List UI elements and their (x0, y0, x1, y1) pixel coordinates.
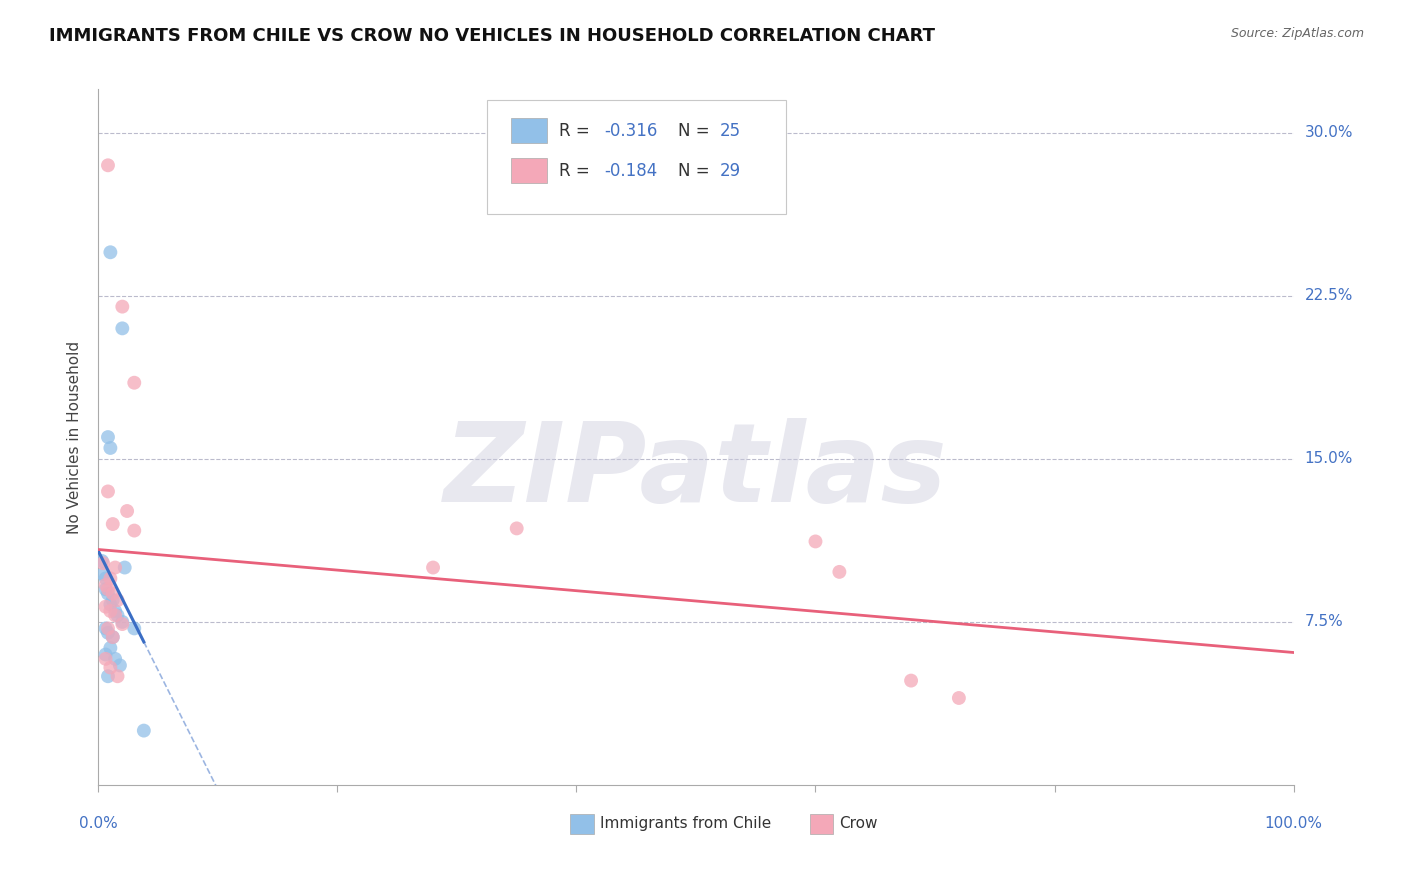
Y-axis label: No Vehicles in Household: No Vehicles in Household (67, 341, 83, 533)
Point (94, 599, 117, 614)
Point (94, 578, 117, 592)
Point (98, 660, 122, 674)
Text: -0.184: -0.184 (605, 161, 657, 179)
Point (98, 245, 122, 260)
Point (97, 587, 120, 601)
Point (91, 567, 114, 582)
Point (97, 484, 120, 499)
Text: N =: N = (678, 161, 714, 179)
FancyBboxPatch shape (486, 100, 786, 214)
Point (97, 669, 120, 683)
Point (124, 376, 146, 390)
Text: IMMIGRANTS FROM CHILE VS CROW NO VEHICLES IN HOUSEHOLD CORRELATION CHART: IMMIGRANTS FROM CHILE VS CROW NO VEHICLE… (49, 27, 935, 45)
Point (506, 521, 529, 535)
Point (101, 630, 124, 644)
Point (124, 621, 146, 635)
Point (104, 604, 127, 618)
Point (97, 430, 120, 444)
Text: 25: 25 (720, 122, 741, 140)
Point (94, 582, 117, 597)
Text: 22.5%: 22.5% (1305, 288, 1353, 303)
Point (97, 621, 120, 635)
Point (104, 560, 127, 574)
Text: R =: R = (558, 161, 595, 179)
Point (828, 565, 851, 579)
Point (94, 652, 117, 666)
Point (111, 615, 134, 629)
Point (948, 690, 970, 705)
Point (900, 673, 922, 688)
Point (804, 534, 827, 549)
Bar (810, 814, 834, 834)
Point (115, 504, 138, 518)
Text: Immigrants from Chile: Immigrants from Chile (600, 816, 772, 831)
Point (94, 571, 117, 585)
Text: 7.5%: 7.5% (1305, 615, 1343, 630)
Bar (510, 119, 547, 144)
Point (107, 608, 129, 623)
Text: Crow: Crow (839, 816, 877, 831)
Point (101, 630, 124, 644)
Bar (571, 814, 595, 834)
Point (91, 556, 114, 570)
Point (422, 560, 444, 574)
Point (98, 441, 122, 455)
Point (107, 669, 129, 683)
Point (132, 723, 155, 738)
Text: R =: R = (558, 122, 595, 140)
Point (98, 640, 122, 655)
Text: -0.316: -0.316 (605, 122, 658, 140)
Text: ZIPatlas: ZIPatlas (444, 418, 948, 525)
Point (97, 625, 120, 640)
Point (101, 516, 124, 531)
Point (91, 554, 114, 568)
Point (98, 604, 122, 618)
Point (94, 648, 117, 662)
Point (104, 652, 127, 666)
Point (107, 593, 129, 607)
Point (101, 593, 124, 607)
Text: 29: 29 (720, 161, 741, 179)
Point (94, 621, 117, 635)
Point (97, 158, 120, 172)
Text: 100.0%: 100.0% (1264, 815, 1323, 830)
Text: 15.0%: 15.0% (1305, 451, 1353, 467)
Point (124, 524, 146, 538)
Point (98, 571, 122, 585)
Point (98, 598, 122, 612)
Text: N =: N = (678, 122, 714, 140)
Point (111, 300, 134, 314)
Bar (510, 158, 547, 183)
Text: 0.0%: 0.0% (79, 815, 118, 830)
Point (111, 321, 134, 335)
Point (111, 617, 134, 632)
Point (104, 608, 127, 623)
Point (101, 587, 124, 601)
Point (108, 658, 131, 673)
Point (114, 560, 136, 574)
Text: Source: ZipAtlas.com: Source: ZipAtlas.com (1230, 27, 1364, 40)
Point (97, 582, 120, 597)
Text: 30.0%: 30.0% (1305, 125, 1353, 140)
